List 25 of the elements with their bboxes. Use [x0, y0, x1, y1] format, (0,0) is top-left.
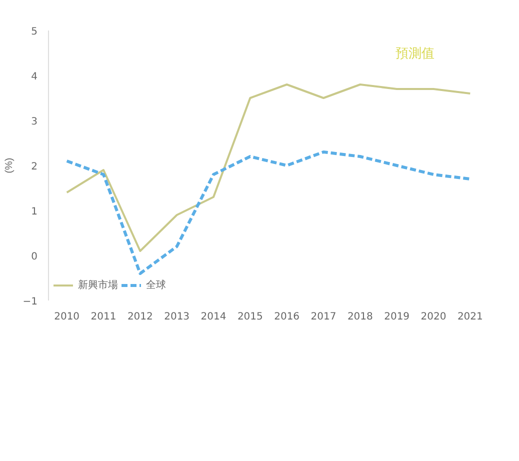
- annotation: 預測值: [396, 46, 435, 60]
- line-series: [66, 84, 472, 252]
- x-tick-label: 2014: [200, 312, 226, 322]
- y-tick-label: 0: [31, 252, 38, 262]
- line-series: [65, 150, 472, 275]
- y-axis-title: (%): [4, 158, 15, 174]
- x-tick-label: 2021: [457, 312, 483, 322]
- x-tick-label: 2018: [347, 312, 373, 322]
- y-tick-label: 4: [31, 72, 38, 82]
- x-tick-label: 2015: [237, 312, 263, 322]
- y-tick-label: 3: [31, 116, 38, 128]
- x-tick-label: 2017: [310, 312, 336, 322]
- x-tick-label: 2019: [384, 312, 410, 322]
- y-tick-label: 2: [31, 162, 38, 172]
- x-tick-label: 2013: [164, 312, 190, 322]
- y-tick-label: 5: [31, 26, 38, 38]
- x-tick-label: 2020: [420, 312, 446, 322]
- x-tick-label: 2010: [54, 312, 80, 322]
- x-tick-label: 2012: [127, 312, 153, 322]
- legend-label: 全球: [146, 278, 166, 292]
- y-tick-label: 1: [31, 206, 38, 218]
- legend-label: 新興市場: [78, 278, 118, 292]
- x-tick-label: 2016: [274, 312, 300, 322]
- x-tick-label: 2011: [90, 312, 116, 322]
- y-tick-label: −1: [22, 296, 38, 308]
